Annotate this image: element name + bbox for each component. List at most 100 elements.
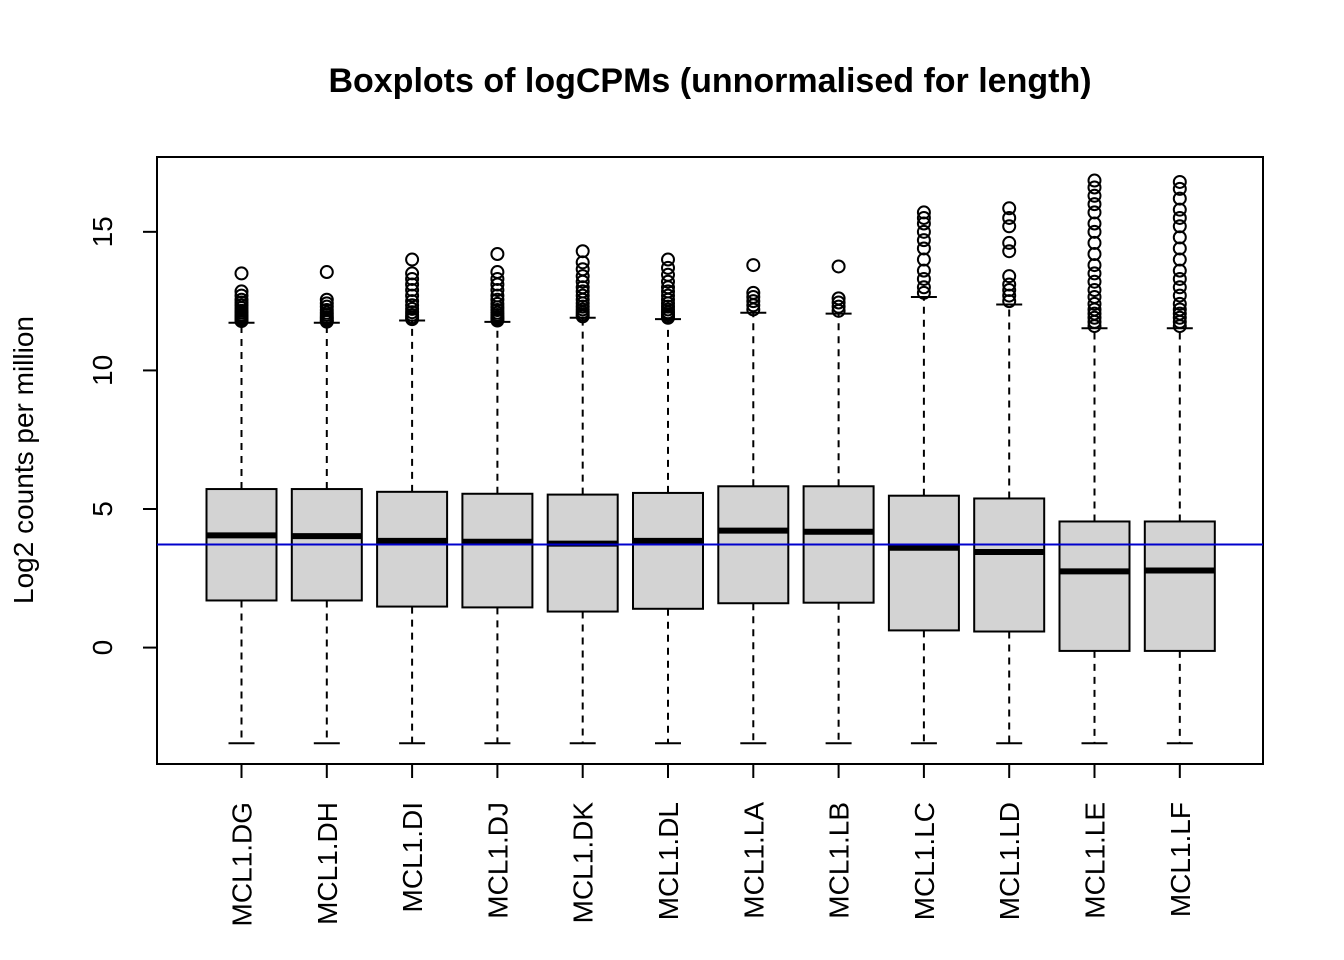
outlier-point <box>1002 219 1017 234</box>
outlier-point <box>746 289 761 304</box>
iqr-box <box>1058 520 1131 652</box>
iqr-box <box>1143 520 1216 652</box>
x-tick-label: MCL1.DH <box>312 802 343 925</box>
outlier-point <box>831 291 846 306</box>
outlier-point <box>405 252 420 267</box>
outlier-point <box>1087 205 1102 220</box>
outlier-point <box>916 233 931 248</box>
x-tick-label: MCL1.DK <box>568 802 599 924</box>
outlier-point <box>746 294 761 309</box>
outlier-point <box>1087 173 1102 188</box>
box-MCL1.DG <box>205 266 278 745</box>
outlier-point <box>661 260 675 275</box>
box-MCL1.DH <box>290 265 363 745</box>
outlier-point <box>1087 306 1102 321</box>
outlier-point <box>661 288 675 303</box>
outlier-point <box>1172 296 1187 311</box>
outlier-point <box>916 271 931 286</box>
outlier-point <box>1002 235 1017 250</box>
iqr-box <box>632 491 704 610</box>
outlier-point <box>234 292 249 307</box>
outlier-point <box>490 271 505 286</box>
outlier-point <box>1087 188 1102 203</box>
x-tick-label: MCL1.LA <box>738 802 769 919</box>
box-MCL1.LD <box>973 201 1046 745</box>
outlier-point <box>1087 283 1102 298</box>
outlier-point <box>916 210 931 225</box>
outlier-point <box>831 295 846 310</box>
outlier-point <box>661 274 675 289</box>
iqr-box <box>376 490 449 608</box>
outlier-point <box>1087 296 1102 311</box>
outlier-point <box>1172 310 1187 325</box>
outlier-point <box>661 267 675 282</box>
y-tick-label: 0 <box>87 640 118 656</box>
x-tick-label: MCL1.LB <box>824 802 855 919</box>
outlier-point <box>916 285 931 300</box>
x-tick-label: MCL1.DJ <box>482 802 513 919</box>
outlier-point <box>405 271 420 286</box>
outlier-point <box>575 288 590 303</box>
x-tick-label: MCL1.LE <box>1080 802 1111 919</box>
outlier-point <box>1172 306 1187 321</box>
outlier-point <box>1172 271 1187 286</box>
outlier-point <box>1087 180 1102 195</box>
outlier-point <box>319 265 334 280</box>
iqr-box <box>461 492 534 609</box>
outlier-point <box>1002 283 1017 298</box>
y-tick-label: 5 <box>87 501 118 517</box>
outlier-point <box>1172 174 1187 189</box>
x-tick-label: MCL1.DG <box>227 802 258 926</box>
box-MCL1.LE <box>1058 173 1131 745</box>
outlier-point <box>661 284 675 299</box>
chart-title: Boxplots of logCPMs (unnormalised for le… <box>328 62 1091 100</box>
outlier-point <box>234 284 249 299</box>
box-MCL1.LA <box>717 258 790 745</box>
box-MCL1.DL <box>632 252 704 745</box>
outlier-point <box>405 298 420 313</box>
outlier-point <box>916 280 931 295</box>
outlier-point <box>1087 197 1102 212</box>
box-MCL1.DI <box>376 252 449 745</box>
x-tick-label: MCL1.DL <box>653 802 684 920</box>
outlier-point <box>1002 210 1017 225</box>
outlier-point <box>1087 224 1102 239</box>
outlier-point <box>575 269 590 284</box>
outlier-point <box>1002 277 1017 292</box>
y-axis: 0 5 10 15 <box>87 216 158 656</box>
box-MCL1.DJ <box>461 247 534 745</box>
outlier-point <box>1172 302 1187 317</box>
iqr-box <box>973 497 1046 633</box>
outlier-point <box>916 241 931 256</box>
iqr-box <box>546 493 619 613</box>
outlier-point <box>1172 288 1187 303</box>
outlier-point <box>405 266 420 281</box>
outlier-point <box>490 265 505 280</box>
box-MCL1.DK <box>546 244 619 745</box>
iqr-box <box>887 494 960 632</box>
outlier-point <box>1087 310 1102 325</box>
outlier-point <box>575 284 590 299</box>
outlier-point <box>1172 280 1187 295</box>
outlier-point <box>1087 274 1102 289</box>
y-tick-label: 10 <box>87 355 118 386</box>
outlier-point <box>661 252 675 267</box>
outlier-point <box>1172 191 1187 206</box>
outlier-point <box>916 205 931 220</box>
outlier-point <box>746 285 761 300</box>
outlier-point <box>490 296 505 311</box>
x-tick-label: MCL1.LC <box>909 802 940 920</box>
x-tick-label: MCL1.LF <box>1165 802 1196 917</box>
outlier-point <box>319 292 334 307</box>
x-axis: MCL1.DG MCL1.DH MCL1.DI MCL1.DJ MCL1.DK MCL1.… <box>227 763 1196 926</box>
outlier-point <box>490 247 505 262</box>
outlier-point <box>916 224 931 239</box>
box-MCL1.LB <box>802 259 875 745</box>
y-tick-label: 15 <box>87 216 118 247</box>
boxes-group <box>205 173 1216 745</box>
outlier-point <box>1172 181 1187 196</box>
outlier-point <box>746 258 761 273</box>
outlier-point <box>1002 244 1017 259</box>
outlier-point <box>490 292 505 307</box>
